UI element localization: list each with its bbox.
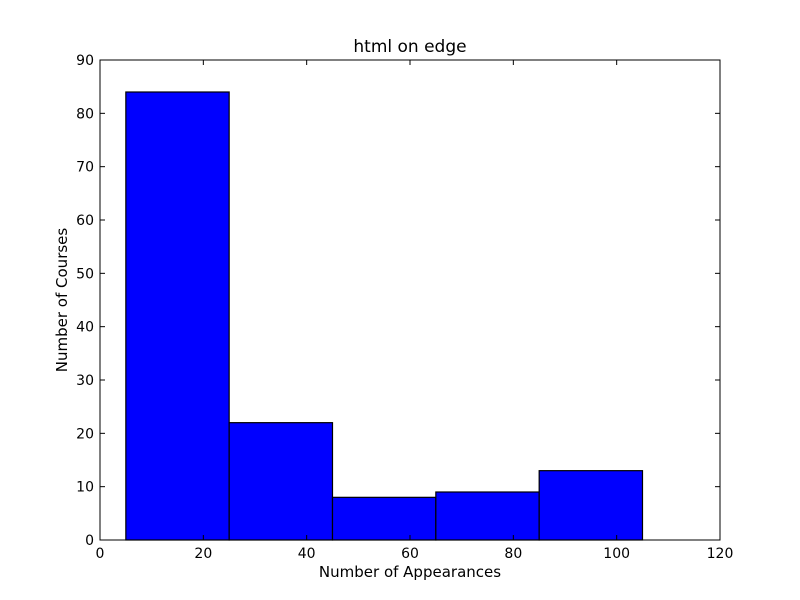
x-tick-label: 80 <box>504 546 522 562</box>
y-tick-label: 80 <box>76 106 94 122</box>
x-tick-label: 120 <box>707 546 734 562</box>
chart-title: html on edge <box>353 37 466 57</box>
y-tick-label: 30 <box>76 373 94 389</box>
y-tick-label: 60 <box>76 213 94 229</box>
x-tick-label: 100 <box>603 546 630 562</box>
x-axis-title: Number of Appearances <box>319 563 501 581</box>
y-tick-label: 90 <box>76 53 94 69</box>
histogram-bar-5 <box>538 470 644 541</box>
y-tick-label: 50 <box>76 266 94 282</box>
y-tick-label: 0 <box>85 533 94 549</box>
x-tick-label: 0 <box>96 546 105 562</box>
histogram-bar-2 <box>228 422 334 541</box>
histogram-bar-3 <box>331 496 437 541</box>
y-tick-label: 40 <box>76 320 94 336</box>
x-tick-label: 20 <box>194 546 212 562</box>
x-tick-label: 60 <box>401 546 419 562</box>
y-axis-title: Number of Courses <box>53 228 71 373</box>
axes-frame <box>99 59 721 541</box>
tick-labels-group: 0 20 40 60 80 100 120 0 10 20 30 40 50 60 70 80 90 <box>76 53 733 562</box>
y-tick-label: 10 <box>76 480 94 496</box>
histogram-bar-1 <box>125 91 230 541</box>
histogram-bar-4 <box>435 491 540 541</box>
x-tick-label: 40 <box>298 546 316 562</box>
bars-group <box>125 91 644 541</box>
y-tick-label: 20 <box>76 426 94 442</box>
y-tick-label: 70 <box>76 160 94 176</box>
